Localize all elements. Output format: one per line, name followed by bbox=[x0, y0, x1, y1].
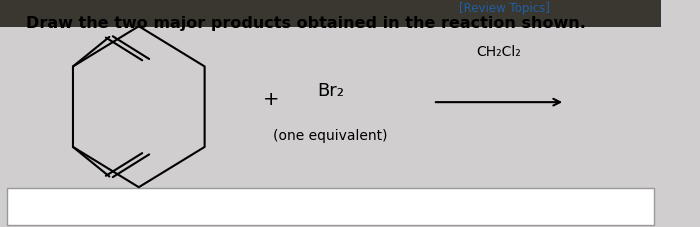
Text: Draw the two major products obtained in the reaction shown.: Draw the two major products obtained in … bbox=[27, 16, 587, 31]
Text: Br₂: Br₂ bbox=[317, 82, 344, 100]
Text: (one equivalent): (one equivalent) bbox=[273, 129, 388, 143]
FancyBboxPatch shape bbox=[6, 188, 654, 225]
Text: [Review Topics]: [Review Topics] bbox=[459, 2, 550, 15]
Text: +: + bbox=[262, 90, 279, 109]
Text: CH₂Cl₂: CH₂Cl₂ bbox=[477, 45, 522, 59]
FancyBboxPatch shape bbox=[0, 0, 661, 27]
